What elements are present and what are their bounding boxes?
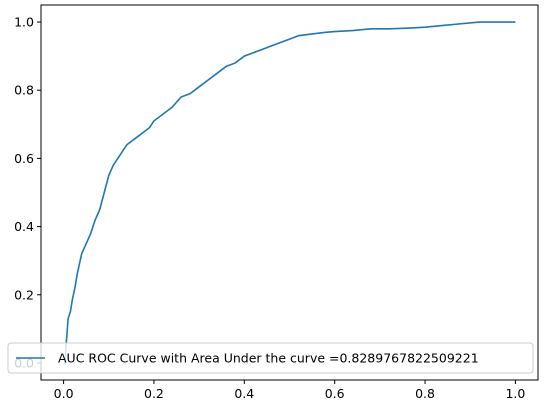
legend-box xyxy=(7,342,534,374)
y-tick-label: 0.6 xyxy=(14,151,34,166)
y-tick-label: 0.2 xyxy=(14,287,34,302)
legend-label: AUC ROC Curve with Area Under the curve … xyxy=(58,351,479,366)
x-axis-ticks: 0.0 0.2 0.4 0.6 0.8 1.0 xyxy=(54,380,525,401)
y-tick-label: 0.8 xyxy=(14,83,34,98)
x-tick-label: 0.0 xyxy=(54,386,74,401)
y-tick-label: 1.0 xyxy=(14,15,34,30)
x-tick-label: 0.2 xyxy=(144,386,164,401)
y-axis-ticks: 0.00.20.40.60.81.0 xyxy=(14,15,41,370)
x-tick-label: 1.0 xyxy=(505,386,525,401)
roc-curve-line xyxy=(63,21,516,364)
x-tick-label: 0.6 xyxy=(325,386,345,401)
plot-frame xyxy=(40,4,539,381)
x-tick-label: 0.8 xyxy=(415,386,435,401)
x-tick-label: 0.4 xyxy=(234,386,254,401)
legend: AUC ROC Curve with Area Under the curve … xyxy=(7,342,534,374)
y-tick-label: 0.4 xyxy=(14,219,34,234)
